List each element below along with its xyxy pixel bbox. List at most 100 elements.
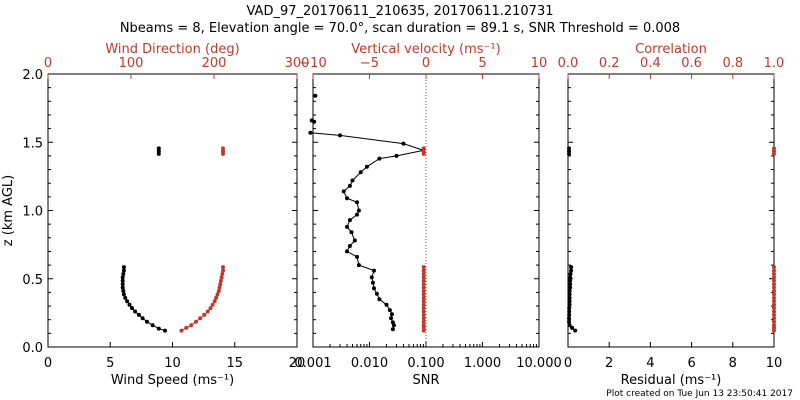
- x-top-axis-label: Correlation: [635, 42, 707, 57]
- data-point: [125, 299, 130, 304]
- data-point: [421, 278, 426, 283]
- data-point: [389, 316, 393, 321]
- data-point: [772, 268, 776, 273]
- x-bottom-tick-label: 20: [289, 356, 306, 371]
- data-point: [772, 292, 776, 297]
- x-top-tick-label: 1.0: [764, 56, 785, 71]
- data-point: [347, 244, 352, 248]
- data-point: [421, 328, 426, 333]
- x-bottom-tick-label: 0.001: [294, 356, 331, 371]
- data-point: [401, 141, 406, 146]
- x-top-tick-label: 200: [202, 56, 227, 71]
- data-point: [567, 151, 571, 156]
- x-top-tick-label: 0.2: [599, 56, 620, 71]
- data-point: [421, 295, 426, 300]
- data-point: [772, 316, 776, 321]
- x-top-tick-label: −5: [360, 56, 379, 71]
- data-point: [163, 328, 167, 333]
- data-point: [120, 282, 125, 287]
- data-point: [338, 133, 342, 138]
- data-point: [313, 93, 318, 98]
- data-point: [569, 268, 574, 273]
- x-top-tick-label: 5: [478, 56, 486, 71]
- data-point: [341, 189, 346, 194]
- data-point: [772, 328, 776, 333]
- x-bottom-tick-label: 0.010: [351, 356, 388, 371]
- data-point: [390, 312, 394, 317]
- data-point: [772, 302, 776, 307]
- data-point: [374, 291, 379, 296]
- data-point: [567, 289, 572, 293]
- data-point: [384, 302, 389, 307]
- data-point: [421, 289, 426, 293]
- series-2: [179, 146, 225, 333]
- x-top-tick-label: 100: [119, 56, 144, 71]
- data-point: [567, 299, 572, 304]
- data-point: [156, 326, 161, 331]
- data-point: [217, 285, 222, 290]
- data-point: [215, 292, 220, 297]
- data-point: [567, 309, 572, 314]
- data-point: [421, 319, 426, 324]
- data-point: [189, 323, 194, 328]
- data-point: [145, 319, 149, 324]
- x-top-tick-label: 0: [422, 56, 430, 71]
- data-point: [421, 272, 426, 276]
- series-1: [567, 146, 578, 333]
- data-point: [221, 151, 225, 156]
- x-top-tick-label: 10: [531, 56, 548, 71]
- panel-2: 0.001 0.010 0.100 1.000 10.000 SNR −10 −5 0 5 10 Ve…: [294, 42, 561, 388]
- data-point: [194, 319, 198, 324]
- plot-created-note: Plot created on Tue Jun 13 23:50:41 2017: [606, 389, 793, 399]
- data-point: [369, 275, 374, 280]
- panel-3: 0 2 4 6 8 10 Residual (ms⁻¹) 0.0 0.2 0.4 0.6 0.8 1.0…: [558, 42, 785, 388]
- x-bottom-tick-label: 0.100: [407, 356, 444, 371]
- data-point: [136, 312, 141, 317]
- data-point: [221, 268, 225, 273]
- data-point: [421, 316, 426, 321]
- series-line: [310, 132, 426, 330]
- series-line: [122, 267, 166, 332]
- x-top-tick-label: −10: [299, 56, 326, 71]
- panel-1: 0.0 0.5 1.0 1.5 2.0 z (km AGL) 0 5 10 15 20 Wind Sp…: [1, 42, 309, 388]
- data-point: [573, 328, 578, 333]
- data-point: [221, 265, 225, 270]
- data-point: [421, 146, 426, 151]
- data-point: [370, 280, 375, 285]
- data-point: [372, 286, 376, 291]
- data-point: [421, 265, 426, 270]
- x-bottom-tick-label: 4: [646, 356, 654, 371]
- x-top-tick-label: 0.6: [681, 56, 702, 71]
- data-point: [205, 309, 210, 314]
- data-point: [345, 249, 349, 254]
- plot-frame: [312, 73, 540, 348]
- data-point: [569, 265, 574, 270]
- data-point: [121, 265, 126, 270]
- y-tick-label: 1.5: [22, 136, 43, 151]
- data-point: [568, 275, 573, 280]
- data-point: [567, 306, 572, 311]
- data-point: [772, 309, 776, 314]
- data-point: [421, 312, 426, 317]
- data-point: [772, 146, 776, 151]
- data-point: [120, 285, 125, 290]
- x-top-tick-label: 0.8: [722, 56, 743, 71]
- data-point: [179, 328, 184, 333]
- y-tick-label: 0.0: [22, 341, 43, 356]
- data-point: [349, 230, 354, 235]
- x-bottom-tick-label: 8: [729, 356, 737, 371]
- data-point: [198, 316, 203, 321]
- data-point: [391, 323, 396, 328]
- data-point: [121, 289, 126, 293]
- x-bottom-tick-label: 2: [605, 356, 613, 371]
- data-point: [568, 285, 573, 290]
- data-point: [208, 306, 213, 311]
- x-bottom-axis-label: Residual (ms⁻¹): [621, 373, 722, 388]
- data-point: [121, 272, 126, 276]
- data-point: [120, 275, 125, 280]
- data-point: [355, 212, 359, 217]
- data-point: [772, 151, 776, 156]
- data-point: [356, 208, 361, 213]
- data-point: [387, 308, 392, 313]
- data-point: [130, 306, 134, 311]
